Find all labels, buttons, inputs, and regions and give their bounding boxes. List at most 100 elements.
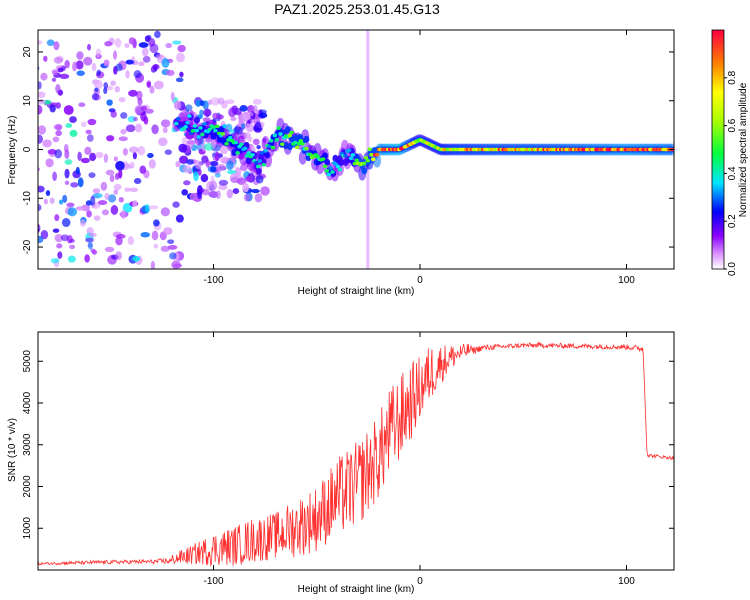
noise-blob xyxy=(132,151,137,160)
noise-blob xyxy=(114,86,121,93)
snr-frame xyxy=(37,331,675,571)
ridge-band xyxy=(361,167,368,175)
ridge-core xyxy=(211,125,216,130)
noise-blob xyxy=(140,105,148,111)
noise-blob xyxy=(172,201,180,208)
noise-blob xyxy=(38,81,42,90)
ridge-band xyxy=(255,167,262,175)
noise-blob xyxy=(215,163,226,171)
ridge-core xyxy=(374,152,380,157)
noise-blob xyxy=(51,70,59,76)
noise-blob xyxy=(133,70,142,79)
colorbar-tick-label: 0.4 xyxy=(727,166,738,180)
ridge-core xyxy=(343,153,348,158)
ridge-core xyxy=(352,161,357,166)
ridge-core xyxy=(307,152,313,157)
noise-blob xyxy=(212,112,219,120)
noise-blob xyxy=(255,174,264,184)
noise-blob xyxy=(179,155,189,164)
ridge-core xyxy=(267,144,272,149)
ridge-core xyxy=(371,157,376,162)
noise-blob xyxy=(239,104,248,112)
noise-blob xyxy=(151,230,159,241)
noise-blob xyxy=(115,251,123,261)
ridge-core xyxy=(233,140,239,145)
noise-blob xyxy=(142,55,151,63)
y-tick-label: -20 xyxy=(22,239,33,254)
noise-blob xyxy=(125,70,130,79)
noise-blob xyxy=(53,56,63,64)
ridge-core xyxy=(326,172,331,177)
ridge-core xyxy=(263,149,268,153)
noise-blob xyxy=(29,108,37,118)
noise-blob xyxy=(97,200,108,206)
y-tick-label: 10 xyxy=(22,95,33,107)
ridge-core xyxy=(268,138,274,143)
spectrogram-x-ticks: -100 0 100 xyxy=(204,30,635,286)
noise-blob xyxy=(259,109,267,115)
ridge-core xyxy=(304,146,309,151)
noise-blob xyxy=(113,156,118,162)
noise-blob xyxy=(70,182,79,188)
x-tick-label: 100 xyxy=(618,275,635,286)
noise-blob xyxy=(181,189,189,196)
noise-blob xyxy=(75,206,85,211)
ridge-band xyxy=(338,158,345,166)
spectrogram-y-label: Frequency (Hz) xyxy=(7,116,18,185)
noise-blob xyxy=(124,187,131,192)
ridge-core xyxy=(276,126,281,130)
colorbar-tick-label: 0.6 xyxy=(727,118,738,132)
snr-x-ticks: -100 0 100 xyxy=(204,332,635,587)
ridge-core xyxy=(369,153,374,157)
noise-blob xyxy=(165,42,173,49)
noise-blob xyxy=(64,159,73,165)
snr-panel: -100 0 100 1000 2000 3000 4000 5000 Height of … xyxy=(7,331,675,595)
figure-title: PAZ1.2025.253.01.45.G13 xyxy=(274,1,440,17)
x-tick-label: -100 xyxy=(204,275,224,286)
noise-blob xyxy=(88,172,96,179)
noise-blob xyxy=(114,37,122,48)
noise-blob xyxy=(137,146,146,156)
noise-blob xyxy=(54,214,60,222)
noise-blob xyxy=(69,244,76,250)
ridge-core xyxy=(293,140,298,145)
ridge-core xyxy=(183,125,188,129)
noise-blob xyxy=(112,50,118,60)
noise-blob xyxy=(160,207,170,217)
noise-blob xyxy=(76,70,85,76)
noise-blob xyxy=(177,44,186,53)
y-tick-label: -10 xyxy=(22,191,33,206)
colorbar-label: Normalized spectral amplitude xyxy=(738,82,749,217)
noise-blob xyxy=(80,157,91,164)
noise-blob xyxy=(93,193,103,199)
noise-blob xyxy=(87,241,93,250)
noise-blob xyxy=(85,129,92,135)
ridge-core xyxy=(367,147,372,152)
noise-blob xyxy=(61,218,71,228)
y-tick-label: 0 xyxy=(22,146,33,152)
colorbar-tick-label: 0.8 xyxy=(727,70,738,84)
noise-blob xyxy=(53,41,60,51)
noise-blob xyxy=(26,231,35,239)
noise-blob xyxy=(65,123,73,128)
noise-blob xyxy=(58,199,64,205)
noise-blob xyxy=(55,124,63,131)
noise-blob xyxy=(128,146,139,154)
noise-blob xyxy=(200,173,209,183)
y-tick-label: 4000 xyxy=(22,391,33,414)
ridge-core xyxy=(294,145,300,150)
ridge-core xyxy=(324,169,330,173)
noise-blob xyxy=(149,85,155,94)
noise-blob xyxy=(28,126,32,132)
noise-blob xyxy=(162,126,168,134)
noise-blob xyxy=(38,223,41,233)
noise-blob xyxy=(106,99,113,106)
noise-blob xyxy=(158,137,168,147)
noise-blob xyxy=(138,61,145,67)
noise-blob xyxy=(141,47,149,57)
ridge-core xyxy=(296,141,302,146)
noise-blob xyxy=(81,121,87,128)
noise-blob xyxy=(148,205,159,210)
noise-blob xyxy=(179,71,184,78)
